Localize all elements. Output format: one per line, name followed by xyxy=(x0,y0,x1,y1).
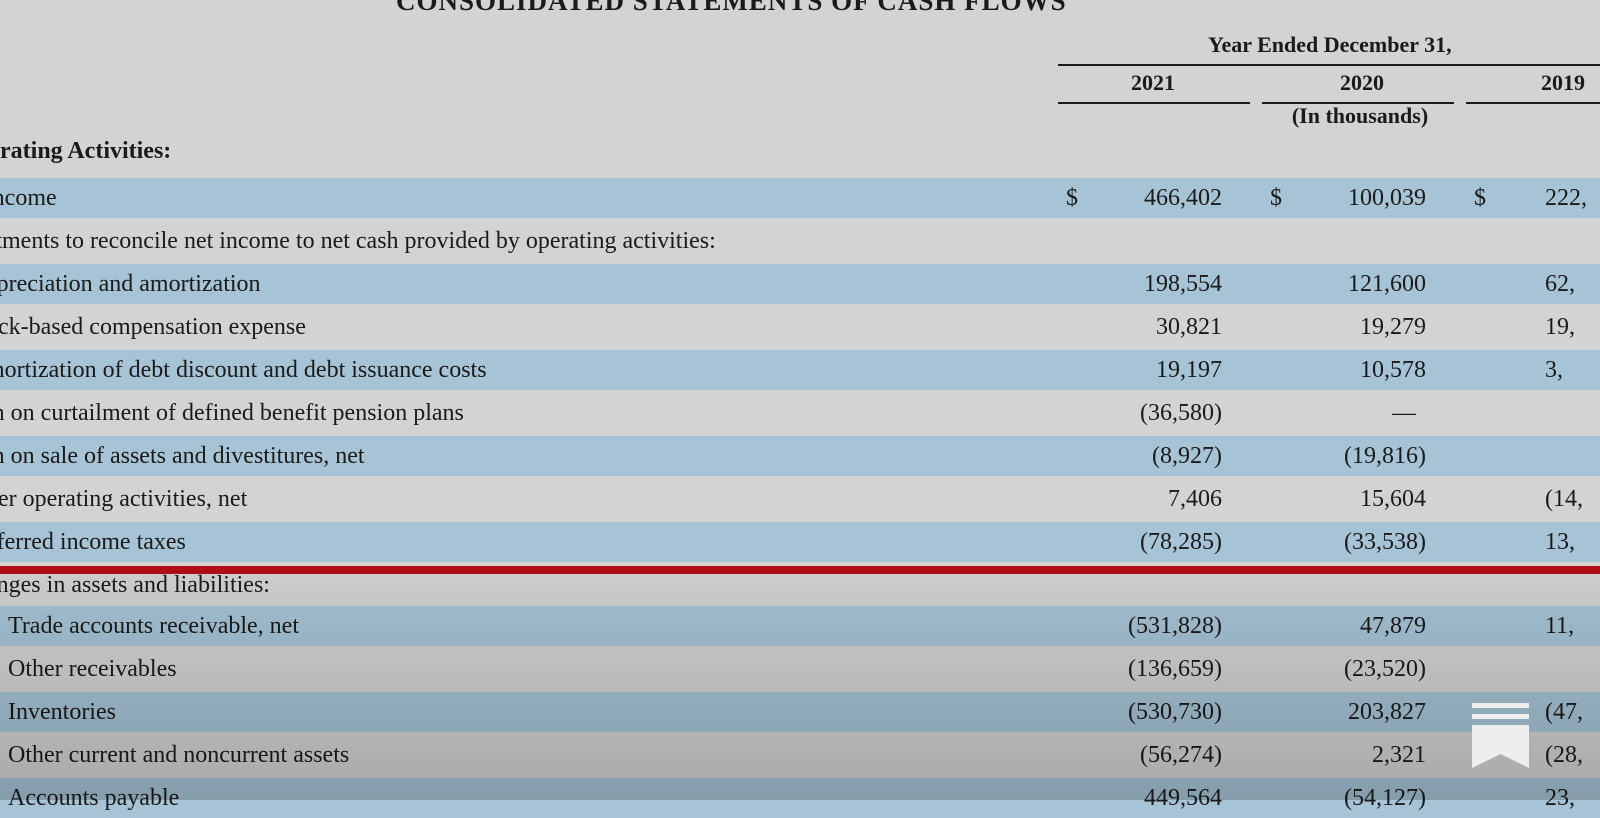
bookmark-icon[interactable] xyxy=(1472,703,1529,768)
value-2020: 121,600 xyxy=(1348,271,1426,297)
value-2021: (531,828) xyxy=(1128,613,1222,639)
row-label: Inventories xyxy=(8,699,116,725)
table-row: mortization of debt discount and debt is… xyxy=(0,350,1600,390)
units-note: (In thousands) xyxy=(1291,103,1429,128)
table-row: Accounts payable 449,564 (54,127) 23, xyxy=(0,778,1600,818)
row-label: in on curtailment of defined benefit pen… xyxy=(0,400,464,426)
value-2020: 100,039 xyxy=(1348,185,1426,211)
row-label: mortization of debt discount and debt is… xyxy=(0,357,487,383)
currency-symbol: $ xyxy=(1270,185,1282,211)
table-row: in on curtailment of defined benefit pen… xyxy=(0,393,1600,433)
table-row: income $ 466,402 $ 100,039 $ 222, xyxy=(0,178,1600,218)
value-2020: 2,321 xyxy=(1372,742,1426,768)
value-2019: 62, xyxy=(1545,271,1575,297)
row-label: in on sale of assets and divestitures, n… xyxy=(0,443,365,469)
value-2020: (33,538) xyxy=(1344,529,1426,555)
table-row: Trade accounts receivable, net (531,828)… xyxy=(0,606,1600,646)
row-label: stments to reconcile net income to net c… xyxy=(0,228,716,254)
value-2021: 30,821 xyxy=(1156,314,1222,340)
table-row: Other receivables (136,659) (23,520) xyxy=(0,649,1600,689)
table-row: eferred income taxes (78,285) (33,538) 1… xyxy=(0,522,1600,562)
value-2020: 203,827 xyxy=(1348,699,1426,725)
value-2021: (530,730) xyxy=(1128,699,1222,725)
row-label: Other receivables xyxy=(8,656,177,682)
year-2021-header: 2021 xyxy=(1131,70,1175,95)
value-2020: 19,279 xyxy=(1360,314,1426,340)
value-2019: 222, xyxy=(1545,185,1587,211)
year-2019-rule xyxy=(1466,102,1600,104)
year-2020-rule xyxy=(1262,102,1454,104)
value-2021: (78,285) xyxy=(1140,529,1222,555)
value-2021: 19,197 xyxy=(1156,357,1222,383)
value-2020: (54,127) xyxy=(1344,785,1426,811)
section-heading: rating Activities: xyxy=(0,138,172,164)
table-row: Inventories (530,730) 203,827 (47, xyxy=(0,692,1600,732)
value-2021: 7,406 xyxy=(1168,486,1222,512)
value-2021: 449,564 xyxy=(1144,785,1222,811)
period-header: Year Ended December 31, xyxy=(1208,32,1452,57)
value-2021: (36,580) xyxy=(1140,400,1222,426)
value-2019: (14, xyxy=(1545,486,1583,512)
value-2020: (23,520) xyxy=(1344,656,1426,682)
value-2021: 466,402 xyxy=(1144,185,1222,211)
value-2019: 13, xyxy=(1545,529,1575,555)
row-label: Other current and noncurrent assets xyxy=(8,742,350,768)
currency-symbol: $ xyxy=(1066,185,1078,211)
value-2021: 198,554 xyxy=(1144,271,1222,297)
table-row: epreciation and amortization 198,554 121… xyxy=(0,264,1600,304)
row-label: anges in assets and liabilities: xyxy=(0,572,270,598)
value-2019: 19, xyxy=(1545,314,1575,340)
red-divider-line xyxy=(0,566,1600,574)
row-label: Trade accounts receivable, net xyxy=(8,613,299,639)
row-label: her operating activities, net xyxy=(0,486,248,512)
value-2019: (28, xyxy=(1545,742,1583,768)
table-row: Other current and noncurrent assets (56,… xyxy=(0,735,1600,775)
period-header-rule xyxy=(1058,64,1600,66)
value-2021: (8,927) xyxy=(1152,443,1222,469)
table-row: stments to reconcile net income to net c… xyxy=(0,221,1600,261)
row-label: eferred income taxes xyxy=(0,529,186,555)
table-row: her operating activities, net 7,406 15,6… xyxy=(0,479,1600,519)
value-2021: (56,274) xyxy=(1140,742,1222,768)
value-2021: (136,659) xyxy=(1128,656,1222,682)
currency-symbol: $ xyxy=(1474,185,1486,211)
year-2021-rule xyxy=(1058,102,1250,104)
statement-title: CONSOLIDATED STATEMENTS OF CASH FLOWS xyxy=(396,0,1067,16)
value-2019: 23, xyxy=(1545,785,1575,811)
value-2019: (47, xyxy=(1545,699,1583,725)
table-row: in on sale of assets and divestitures, n… xyxy=(0,436,1600,476)
table-row: ock-based compensation expense 30,821 19… xyxy=(0,307,1600,347)
value-2020: — xyxy=(1392,400,1416,426)
value-2020: 10,578 xyxy=(1360,357,1426,383)
row-label: ock-based compensation expense xyxy=(0,314,306,340)
value-2020: 15,604 xyxy=(1360,486,1426,512)
row-label: epreciation and amortization xyxy=(0,271,261,297)
value-2020: 47,879 xyxy=(1360,613,1426,639)
year-2020-header: 2020 xyxy=(1340,70,1384,95)
row-label: income xyxy=(0,185,57,211)
value-2020: (19,816) xyxy=(1344,443,1426,469)
row-label: Accounts payable xyxy=(8,785,180,811)
year-2019-header: 2019 xyxy=(1541,70,1585,95)
value-2019: 11, xyxy=(1545,613,1575,639)
value-2019: 3, xyxy=(1545,357,1563,383)
